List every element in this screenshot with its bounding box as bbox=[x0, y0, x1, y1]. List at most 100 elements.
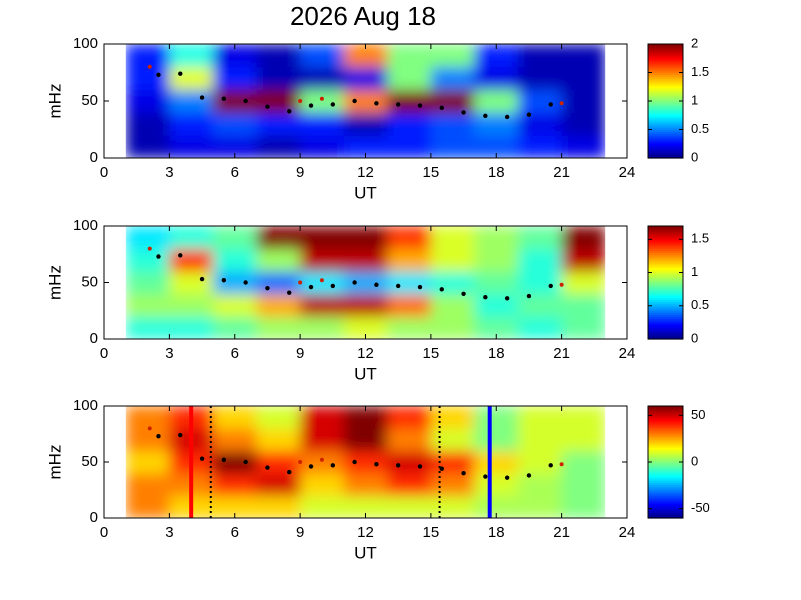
colorbar-step bbox=[648, 441, 683, 444]
colorbar-step bbox=[648, 241, 683, 244]
trace-point bbox=[199, 95, 205, 100]
heat-cell bbox=[518, 89, 563, 113]
trace-point bbox=[265, 465, 270, 470]
colorbar-label: 0 bbox=[691, 149, 698, 164]
heat-cell bbox=[387, 226, 432, 250]
colorbar-step bbox=[648, 308, 683, 312]
colorbar-step bbox=[648, 293, 683, 297]
colorbar-step bbox=[648, 51, 683, 55]
x-tick-label: 0 bbox=[100, 345, 108, 362]
colorbar-step bbox=[648, 44, 683, 47]
colorbar-step bbox=[648, 156, 683, 159]
y-tick-label: 50 bbox=[81, 453, 98, 470]
colorbar-step bbox=[648, 106, 683, 110]
colorbar-step bbox=[648, 63, 683, 66]
colorbar-step bbox=[648, 491, 683, 495]
heat-cell bbox=[212, 66, 258, 91]
heat-cell bbox=[343, 450, 388, 474]
colorbar-box bbox=[647, 225, 684, 340]
heat-cell bbox=[125, 226, 170, 250]
colorbar-step bbox=[648, 89, 683, 93]
heat-cell bbox=[430, 271, 475, 295]
colorbar-step bbox=[648, 252, 683, 255]
y-tick-label: 100 bbox=[73, 35, 98, 52]
colorbar-step bbox=[648, 510, 683, 513]
colorbar-step bbox=[648, 80, 683, 83]
heat-cell bbox=[561, 450, 606, 474]
trace-point bbox=[417, 464, 423, 469]
heat-cell bbox=[300, 495, 345, 518]
colorbar-step bbox=[648, 318, 683, 321]
colorbar-step bbox=[648, 91, 683, 94]
x-tick-label: 9 bbox=[296, 524, 304, 541]
colorbar-step bbox=[648, 506, 683, 510]
heat-cell bbox=[387, 44, 432, 68]
trace-point bbox=[199, 456, 205, 461]
trace-point bbox=[395, 283, 401, 289]
heat-cell bbox=[256, 271, 301, 295]
heatmap-clip bbox=[125, 44, 606, 158]
colorbar-step bbox=[648, 244, 683, 248]
trace-point bbox=[461, 471, 466, 476]
heat-cell bbox=[474, 316, 519, 339]
colorbar-step bbox=[648, 99, 683, 102]
heat-cell bbox=[518, 293, 563, 317]
y-axis-label: mHz bbox=[45, 445, 64, 480]
colorbar-step bbox=[648, 45, 683, 49]
heat-cell bbox=[212, 406, 258, 429]
colorbar-step bbox=[648, 125, 683, 129]
colorbar-step bbox=[648, 140, 683, 144]
heat-cell bbox=[561, 135, 606, 158]
colorbar-step bbox=[648, 233, 683, 237]
heat-cell bbox=[387, 428, 432, 452]
colorbar-step bbox=[648, 497, 683, 500]
x-axis-label: UT bbox=[354, 183, 377, 202]
x-tick-label: 12 bbox=[357, 524, 374, 541]
trace-point bbox=[526, 112, 532, 117]
colorbar-step bbox=[648, 258, 683, 261]
x-axis-label: UT bbox=[354, 543, 377, 562]
colorbar-step bbox=[648, 303, 683, 306]
colorbar-step bbox=[648, 406, 683, 409]
heat-cell bbox=[561, 406, 606, 429]
colorbar-step bbox=[648, 473, 683, 476]
colorbar-step bbox=[648, 508, 683, 512]
colorbar-step bbox=[648, 452, 683, 456]
colorbar-step bbox=[648, 290, 683, 293]
heat-cell bbox=[343, 406, 388, 429]
colorbar-step bbox=[648, 64, 683, 68]
trace-point bbox=[243, 459, 248, 465]
colorbar-step bbox=[648, 284, 683, 287]
heat-cell bbox=[169, 66, 214, 91]
heat-cell bbox=[561, 473, 606, 497]
colorbar-step bbox=[648, 112, 683, 115]
heat-cell bbox=[561, 44, 606, 68]
trace-point bbox=[548, 102, 553, 107]
heat-cell bbox=[518, 473, 563, 497]
heat-cell bbox=[518, 248, 563, 272]
colorbar-step bbox=[648, 415, 683, 418]
y-tick-label: 50 bbox=[81, 92, 98, 109]
heat-cell bbox=[518, 271, 563, 295]
heat-cell bbox=[300, 406, 345, 429]
red-point bbox=[319, 278, 324, 283]
colorbar-step bbox=[648, 144, 683, 148]
heat-cell bbox=[474, 112, 519, 136]
heat-cell bbox=[300, 226, 345, 250]
heat-cell bbox=[300, 271, 345, 295]
colorbar-step bbox=[648, 484, 683, 487]
colorbar-step bbox=[648, 482, 683, 485]
trace-point bbox=[330, 463, 336, 468]
colorbar-label: 0 bbox=[691, 330, 698, 345]
heat-cell bbox=[387, 66, 432, 91]
y-tick-label: 0 bbox=[90, 149, 98, 166]
colorbar-step bbox=[648, 250, 683, 253]
colorbar-step bbox=[648, 486, 683, 489]
colorbar-step bbox=[648, 422, 683, 426]
colorbar-step bbox=[648, 443, 683, 446]
colorbar-step bbox=[648, 55, 683, 58]
trace-point bbox=[439, 105, 444, 111]
x-tick-label: 9 bbox=[296, 164, 304, 181]
x-tick-label: 21 bbox=[553, 524, 570, 541]
